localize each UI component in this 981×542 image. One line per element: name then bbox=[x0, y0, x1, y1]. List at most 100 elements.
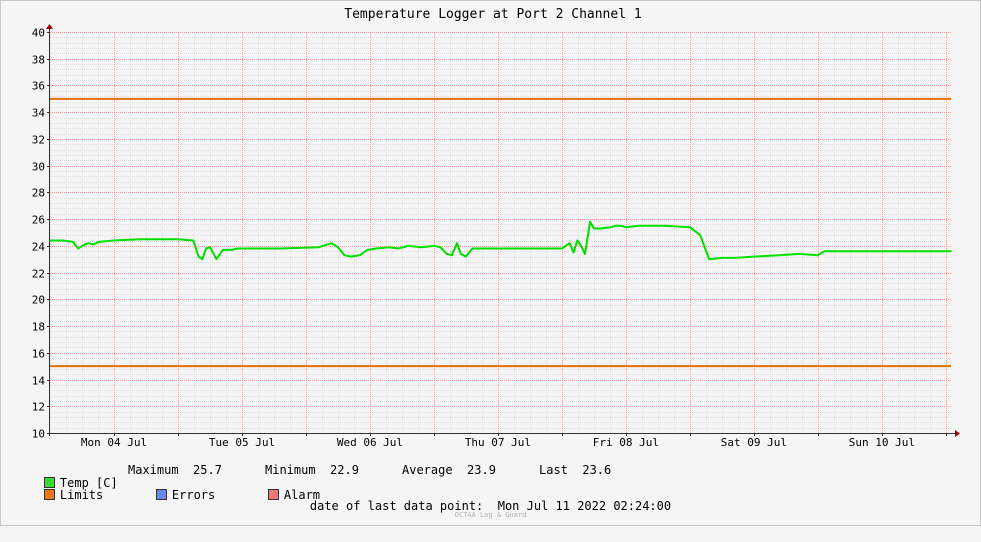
x-tick-label: Mon 04 Jul bbox=[81, 436, 147, 449]
y-tick-label: 32 bbox=[32, 134, 45, 147]
chart-svg: Temperature Logger at Port 2 Channel 1 1… bbox=[32, 7, 960, 449]
temp-data-point bbox=[215, 258, 218, 261]
temp-data-point bbox=[484, 247, 486, 250]
legend-temp-label: Temp [C] bbox=[59, 476, 118, 490]
temp-data-point bbox=[330, 242, 333, 244]
temp-data-point bbox=[318, 246, 320, 248]
temp-series-line bbox=[50, 220, 951, 261]
temp-data-point bbox=[823, 250, 826, 252]
temp-data-point bbox=[620, 225, 622, 227]
y-tick-label: 14 bbox=[32, 375, 46, 388]
temp-data-point bbox=[708, 258, 710, 261]
temp-data-point bbox=[456, 242, 458, 244]
chart-series bbox=[49, 220, 952, 261]
temp-data-point bbox=[477, 247, 480, 250]
temp-data-point bbox=[113, 239, 115, 242]
temp-data-point bbox=[375, 247, 378, 250]
legend-avg: Average 23.9 bbox=[402, 464, 496, 477]
temp-data-point bbox=[572, 251, 575, 254]
temp-data-point bbox=[279, 247, 282, 250]
chart-title: Temperature Logger at Port 2 Channel 1 bbox=[344, 7, 641, 22]
temp-data-point bbox=[855, 250, 858, 252]
temp-data-point bbox=[83, 243, 86, 246]
x-tick-label: Fri 08 Jul bbox=[593, 436, 659, 449]
temp-data-point bbox=[778, 254, 781, 256]
temp-data-point bbox=[471, 247, 474, 250]
temp-data-point bbox=[420, 246, 423, 248]
temp-data-point bbox=[201, 258, 204, 261]
temp-data-point bbox=[97, 241, 100, 243]
legend-alarm-label: Alarm bbox=[283, 488, 321, 502]
temp-data-point bbox=[663, 225, 666, 227]
legend-max: Maximum 25.7 bbox=[128, 464, 222, 477]
temp-data-point bbox=[197, 255, 200, 258]
y-tick-label: 36 bbox=[32, 80, 45, 93]
limits-swatch bbox=[43, 489, 55, 500]
temp-data-point bbox=[358, 254, 361, 256]
temp-data-point bbox=[721, 257, 723, 259]
temp-data-point bbox=[576, 239, 579, 242]
chart-axes bbox=[46, 24, 960, 437]
avg-label: Average bbox=[402, 463, 453, 477]
y-tick-label: 10 bbox=[32, 428, 45, 441]
legend-errors-label: Errors bbox=[171, 488, 216, 502]
y-tick-label: 26 bbox=[32, 214, 45, 227]
x-tick-label: Sun 10 Jul bbox=[849, 436, 915, 449]
temp-data-point bbox=[87, 242, 90, 244]
temp-data-point bbox=[222, 249, 224, 251]
y-tick-label: 16 bbox=[32, 348, 45, 361]
temp-data-point bbox=[561, 247, 563, 250]
x-tick-label: Thu 07 Jul bbox=[465, 436, 531, 449]
max-label: Maximum bbox=[128, 463, 179, 477]
y-tick-label: 18 bbox=[32, 321, 45, 334]
temp-data-point bbox=[230, 249, 233, 251]
temp-data-point bbox=[614, 225, 617, 227]
temp-data-point bbox=[209, 246, 211, 248]
x-tick-label: Wed 06 Jul bbox=[337, 436, 403, 449]
temp-data-point bbox=[407, 245, 410, 247]
temp-data-point bbox=[637, 225, 640, 227]
avg-value: 23.9 bbox=[467, 463, 496, 477]
temp-data-point bbox=[817, 254, 819, 256]
y-tick-label: 28 bbox=[32, 187, 45, 200]
temp-data-point bbox=[192, 239, 195, 242]
temp-data-point bbox=[589, 221, 591, 223]
temp-data-point bbox=[205, 247, 207, 250]
y-tick-label: 12 bbox=[32, 401, 45, 414]
y-tick-label: 34 bbox=[32, 107, 46, 120]
y-axis-ticks: 10 12 14 16 18 20 22 24 26 28 30 32 34 36 38 40 bbox=[32, 27, 46, 441]
temp-data-point bbox=[433, 245, 435, 247]
temp-data-point bbox=[177, 238, 179, 240]
temp-data-point bbox=[388, 246, 391, 248]
x-axis-ticks: Mon 04 Jul Tue 05 Jul Wed 06 Jul Thu 07 Jul… bbox=[81, 436, 915, 449]
temp-data-point bbox=[522, 247, 525, 250]
legend-min: Minimum 22.9 bbox=[265, 464, 359, 477]
temp-data-point bbox=[580, 245, 582, 247]
legend-row-temp: Temp [C] Maximum 25.7 Minimum 22.9 Avera… bbox=[15, 464, 611, 490]
y-tick-label: 22 bbox=[32, 268, 45, 281]
y-tick-label: 38 bbox=[32, 54, 45, 67]
legend-limits-label: Limits bbox=[59, 488, 104, 502]
temp-data-point bbox=[138, 238, 141, 240]
last-value: 23.6 bbox=[582, 463, 612, 477]
errors-swatch bbox=[155, 489, 167, 500]
temp-data-point bbox=[72, 241, 74, 243]
temp-data-point bbox=[584, 253, 586, 255]
legend-last: Last 23.6 bbox=[539, 464, 611, 477]
temp-data-point bbox=[733, 257, 736, 259]
temp-data-point bbox=[950, 250, 952, 252]
temp-data-point bbox=[625, 226, 627, 228]
legend-row-limits: Limits Errors Alarm bbox=[15, 476, 320, 502]
temp-data-point bbox=[247, 247, 250, 250]
temp-data-point bbox=[225, 249, 228, 251]
x-tick-label: Tue 05 Jul bbox=[209, 436, 275, 449]
temp-data-point bbox=[77, 247, 79, 250]
temp-data-point bbox=[689, 226, 691, 228]
temp-data-point bbox=[62, 239, 64, 242]
x-axis-arrow bbox=[955, 430, 960, 437]
y-tick-label: 20 bbox=[32, 294, 45, 307]
chart-grid bbox=[50, 32, 951, 434]
temp-data-point bbox=[593, 227, 595, 230]
temp-data-point bbox=[366, 249, 369, 251]
y-tick-label: 40 bbox=[32, 27, 45, 40]
